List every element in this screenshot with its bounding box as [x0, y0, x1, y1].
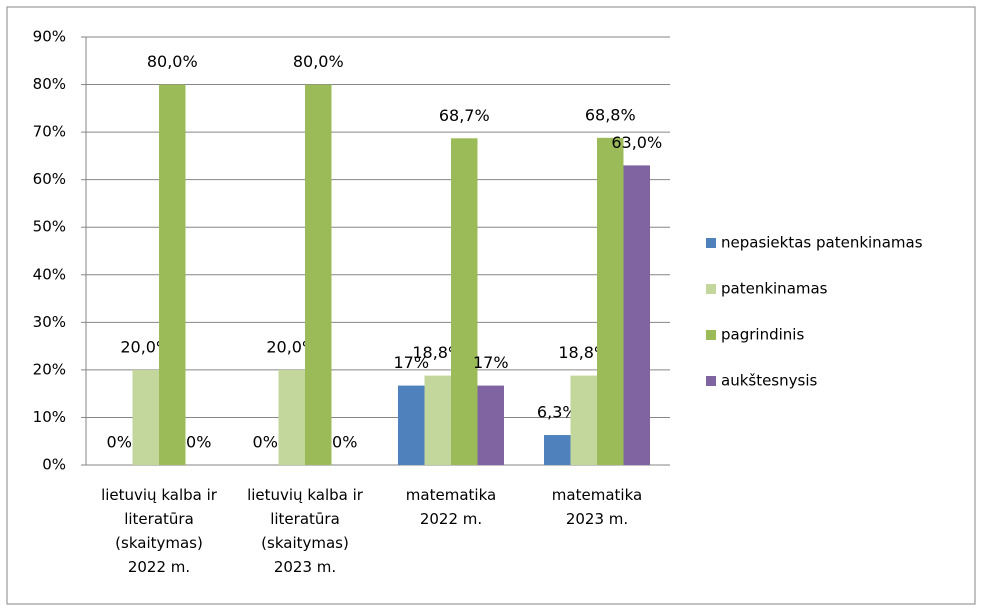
bar: [570, 375, 597, 465]
x-tick-label: lietuvių kalba ir literatūra (skaitymas) 20…: [101, 486, 218, 576]
y-tick-label: 20%: [33, 360, 66, 378]
data-label: 80,0%: [147, 52, 198, 71]
legend-swatch: [706, 376, 716, 386]
x-tick-line: lietuvių kalba ir: [247, 486, 364, 504]
data-label: 0%: [253, 433, 278, 452]
y-tick-label: 30%: [33, 313, 66, 331]
x-tick-line: 2023 m.: [274, 558, 336, 576]
x-tick-line: (skaitymas): [115, 534, 203, 552]
data-label: 0%: [186, 433, 211, 452]
bar: [544, 435, 571, 465]
y-tick-label: 70%: [33, 123, 66, 141]
x-tick-line: matematika: [552, 486, 642, 504]
legend-swatch: [706, 330, 716, 340]
y-tick-label: 60%: [33, 170, 66, 188]
y-tick-label: 50%: [33, 218, 66, 236]
x-tick-line: 2023 m.: [566, 510, 628, 528]
legend-swatch: [706, 238, 716, 248]
y-tick-label: 80%: [33, 75, 66, 93]
bar: [159, 84, 186, 466]
data-label: 63,0%: [611, 133, 662, 152]
legend-label: aukštesnysis: [721, 372, 817, 390]
bar: [451, 138, 478, 465]
y-tick-label: 10%: [33, 408, 66, 426]
legend-label: pagrindinis: [721, 326, 804, 344]
bar: [132, 369, 159, 465]
data-label: 0%: [332, 433, 357, 452]
x-tick-label: matematika 2023 m.: [552, 486, 642, 528]
y-tick-label: 0%: [42, 456, 66, 474]
legend-label: patenkinamas: [721, 280, 828, 298]
x-tick-line: lietuvių kalba ir: [101, 486, 218, 504]
data-label: 0%: [107, 433, 132, 452]
x-tick-label: matematika 2022 m.: [406, 486, 496, 528]
data-label: 20,0%: [120, 337, 171, 356]
x-tick-line: matematika: [406, 486, 496, 504]
x-tick-label: lietuvių kalba ir literatūra (skaitymas) 20…: [247, 486, 364, 576]
data-label: 6,3%: [537, 403, 578, 422]
x-tick-line: 2022 m.: [420, 510, 482, 528]
y-tick-label: 90%: [33, 28, 66, 46]
bar: [278, 369, 305, 465]
data-label: 20,0%: [266, 337, 317, 356]
data-label: 80,0%: [293, 52, 344, 71]
data-label: 68,7%: [439, 106, 490, 125]
data-label: 17%: [393, 353, 429, 372]
bar: [305, 84, 332, 466]
bar: [424, 375, 451, 465]
x-tick-line: 2022 m.: [128, 558, 190, 576]
bar: [623, 165, 650, 465]
legend-swatch: [706, 284, 716, 294]
x-tick-line: literatūra: [270, 510, 340, 528]
data-label: 17%: [473, 353, 509, 372]
y-tick-label: 40%: [33, 265, 66, 283]
x-tick-line: (skaitymas): [261, 534, 349, 552]
data-label: 68,8%: [585, 105, 636, 124]
x-tick-line: literatūra: [124, 510, 194, 528]
legend-label: nepasiektas patenkinamas: [721, 234, 923, 252]
bar: [597, 137, 624, 465]
bar: [477, 385, 504, 465]
data-label: 18,8%: [558, 343, 609, 362]
bar: [398, 385, 425, 465]
data-label: 18,8%: [412, 343, 463, 362]
